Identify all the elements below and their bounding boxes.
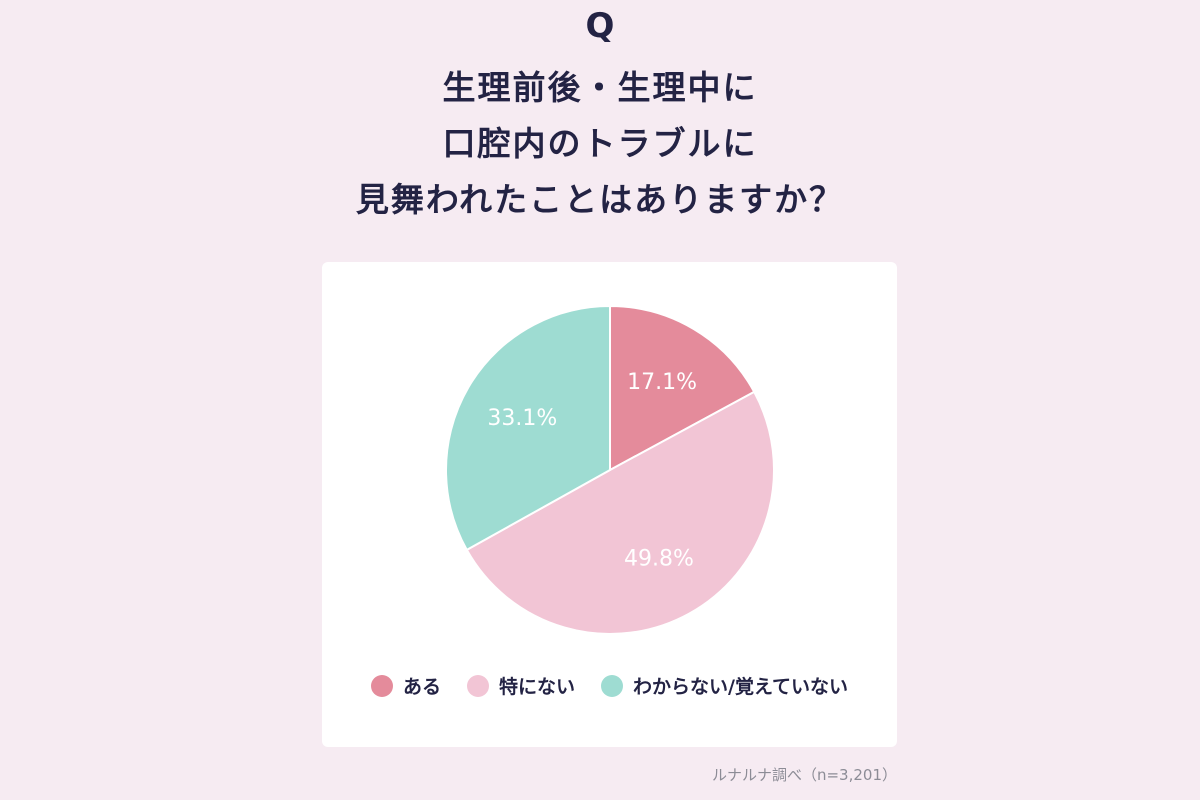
- question-title: 生理前後・生理中に 口腔内のトラブルに 見舞われたことはありますか？: [0, 60, 1200, 228]
- chart-card: 17.1% 49.8% 33.1% ある 特にない わからない/覚えていない: [322, 262, 897, 747]
- source-note: ルナルナ調べ（n=3,201）: [711, 766, 897, 784]
- legend: ある 特にない わからない/覚えていない: [322, 672, 897, 699]
- pie-slice-wakaranai: [445, 304, 611, 552]
- pie-label-tokuninai: 49.8%: [624, 547, 694, 572]
- pie-slice-tokuninai: [465, 390, 775, 635]
- legend-item-aru: ある: [370, 672, 441, 699]
- legend-label-wakaranai: わからない/覚えていない: [633, 676, 849, 698]
- legend-label-aru: ある: [402, 676, 441, 698]
- legend-item-wakaranai: わからない/覚えていない: [601, 672, 848, 699]
- q-mark: Q: [585, 6, 615, 46]
- legend-label-tokuninai: 特にない: [499, 676, 576, 698]
- pie-label-aru: 17.1%: [627, 370, 697, 395]
- question-line-2: 口腔内のトラブルに: [442, 124, 758, 163]
- legend-swatch-wakaranai: [601, 674, 624, 697]
- pie-chart: 17.1% 49.8% 33.1%: [445, 304, 775, 635]
- legend-swatch-aru: [370, 674, 393, 697]
- pie-slice-aru: [609, 304, 756, 472]
- pie-label-wakaranai: 33.1%: [487, 406, 557, 431]
- legend-swatch-tokuninai: [467, 674, 489, 697]
- legend-item-tokuninai: 特にない: [467, 672, 575, 699]
- question-line-1: 生理前後・生理中に: [442, 68, 758, 107]
- question-line-3: 見舞われたことはありますか？: [355, 180, 845, 219]
